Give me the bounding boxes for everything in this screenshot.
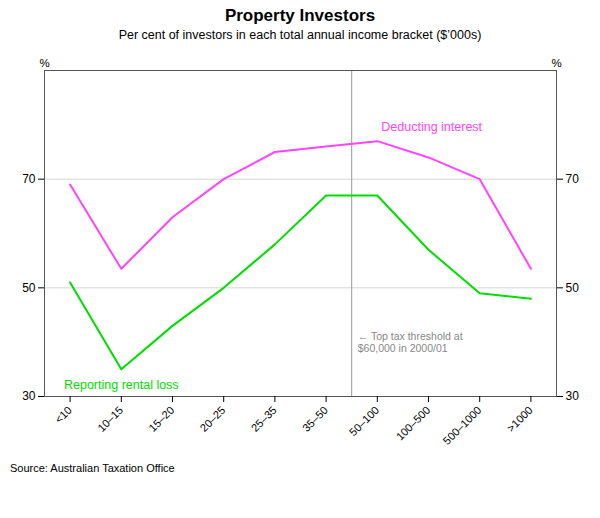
- svg-text:500–1000: 500–1000: [441, 404, 484, 447]
- svg-text:Reporting rental loss: Reporting rental loss: [64, 378, 179, 392]
- svg-text:15–20: 15–20: [146, 404, 176, 434]
- svg-text:100–500: 100–500: [394, 404, 433, 443]
- svg-text:30: 30: [22, 389, 36, 403]
- svg-text:50–100: 50–100: [347, 404, 381, 438]
- svg-text:50: 50: [566, 281, 580, 295]
- html-text:Source: Australian Taxation Of: Source: Australian Taxation Office: [10, 462, 175, 474]
- svg-text:%: %: [39, 57, 49, 69]
- svg-text:%: %: [551, 57, 561, 69]
- html-text:Property Investors: Property Investors: [224, 6, 376, 25]
- svg-text:20–25: 20–25: [197, 404, 227, 434]
- html-text:Per cent of investors in each: Per cent of investors in each total annu…: [118, 28, 482, 42]
- svg-text:>1000: >1000: [504, 404, 534, 434]
- svg-text:25–35: 25–35: [249, 404, 279, 434]
- svg-text:35–50: 35–50: [300, 404, 330, 434]
- svg-text:Deducting interest: Deducting interest: [381, 120, 482, 134]
- svg-text:50: 50: [22, 281, 36, 295]
- svg-text:70: 70: [22, 172, 36, 186]
- svg-text:70: 70: [566, 172, 580, 186]
- svg-text:10–15: 10–15: [95, 404, 125, 434]
- svg-text:30: 30: [566, 389, 580, 403]
- svg-text:<10: <10: [52, 404, 74, 426]
- svg-text:← Top tax threshold at$60,000: ← Top tax threshold at$60,000 in 2000/01: [358, 330, 463, 355]
